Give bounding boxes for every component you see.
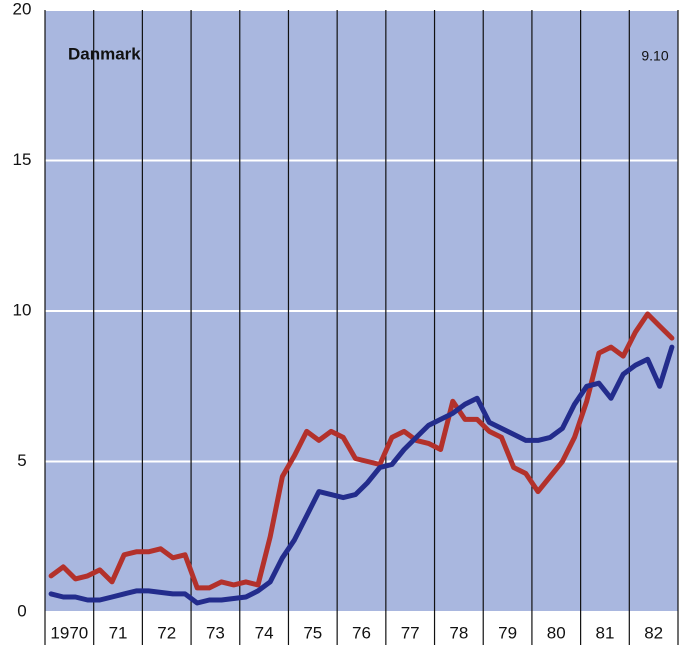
y-tick-label: 15 — [13, 150, 32, 169]
annotation: 9.10 — [641, 48, 668, 64]
x-tick-label: 76 — [352, 623, 371, 642]
y-tick-label: 10 — [13, 300, 32, 319]
x-tick-label: 79 — [498, 623, 517, 642]
x-tick-label: 1970 — [50, 623, 88, 642]
x-tick-label: 73 — [206, 623, 225, 642]
x-tick-label: 71 — [109, 623, 128, 642]
x-tick-label: 78 — [449, 623, 468, 642]
x-tick-label: 72 — [157, 623, 176, 642]
chart-title: Danmark — [68, 44, 141, 63]
y-tick-label: 5 — [17, 451, 26, 470]
y-tick-label: 0 — [17, 601, 26, 620]
x-tick-label: 77 — [401, 623, 420, 642]
x-tick-label: 81 — [596, 623, 615, 642]
x-tick-label: 80 — [547, 623, 566, 642]
x-tick-label: 75 — [303, 623, 322, 642]
y-tick-label: 20 — [13, 0, 32, 18]
chart: Danmark 9.10 0 5 10 15 20 1970 71 72 73 74 75 76 77 7… — [0, 0, 683, 648]
x-tick-label: 82 — [644, 623, 663, 642]
x-tick-label: 74 — [255, 623, 274, 642]
